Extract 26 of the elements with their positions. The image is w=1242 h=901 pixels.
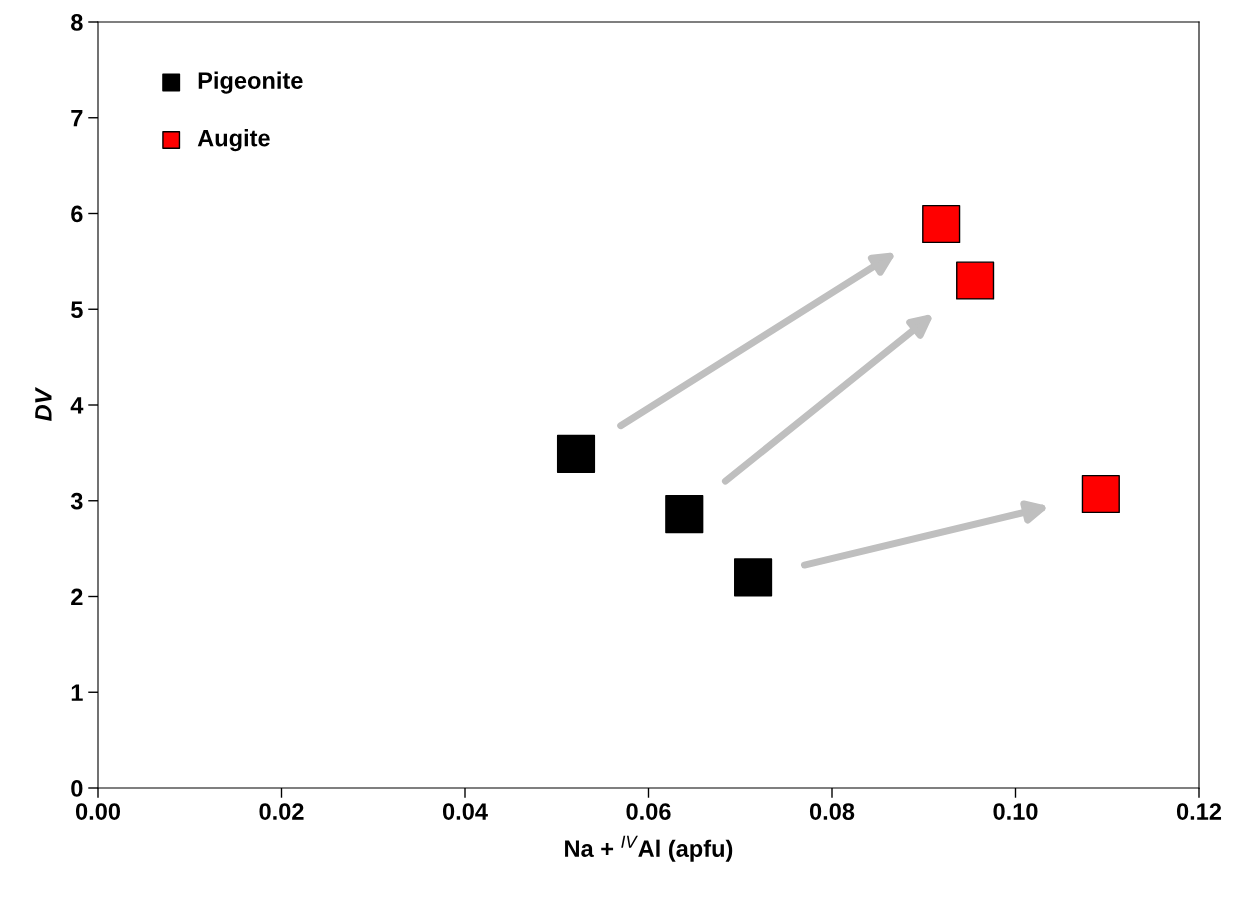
y-axis-title: DV: [35, 386, 52, 421]
x-tick-label: 0.00: [75, 803, 121, 820]
x-tick-label: 0.06: [626, 803, 671, 820]
point: [556, 434, 596, 473]
x-tick-label: 0.10: [993, 803, 1038, 820]
x-tick-label: 0.02: [259, 803, 304, 820]
point: [956, 261, 995, 300]
x-tick-label: 0.08: [809, 803, 855, 820]
y-tick-label: 3: [70, 492, 83, 510]
y-tick-label: 2: [71, 588, 83, 606]
point: [734, 558, 773, 597]
y-tick-label: 5: [71, 301, 83, 319]
legend-label: Pigeonite: [198, 71, 303, 94]
y-tick-label: 7: [71, 110, 83, 127]
x-axis-title: Na + $^{IV}$Al (apfu): [565, 835, 733, 862]
x-tick-label: 0.04: [442, 803, 488, 820]
legend-label: Augite: [197, 129, 270, 152]
y-tick-label: 6: [71, 205, 83, 223]
x-tick-label: 0.12: [1176, 803, 1222, 820]
y-tick-label: 0: [71, 780, 83, 797]
y-tick-label: 1: [71, 684, 83, 701]
y-tick-label: 8: [71, 14, 83, 31]
point: [1081, 474, 1120, 514]
point: [665, 495, 704, 534]
point: [922, 204, 961, 244]
y-tick-label: 4: [70, 397, 84, 414]
